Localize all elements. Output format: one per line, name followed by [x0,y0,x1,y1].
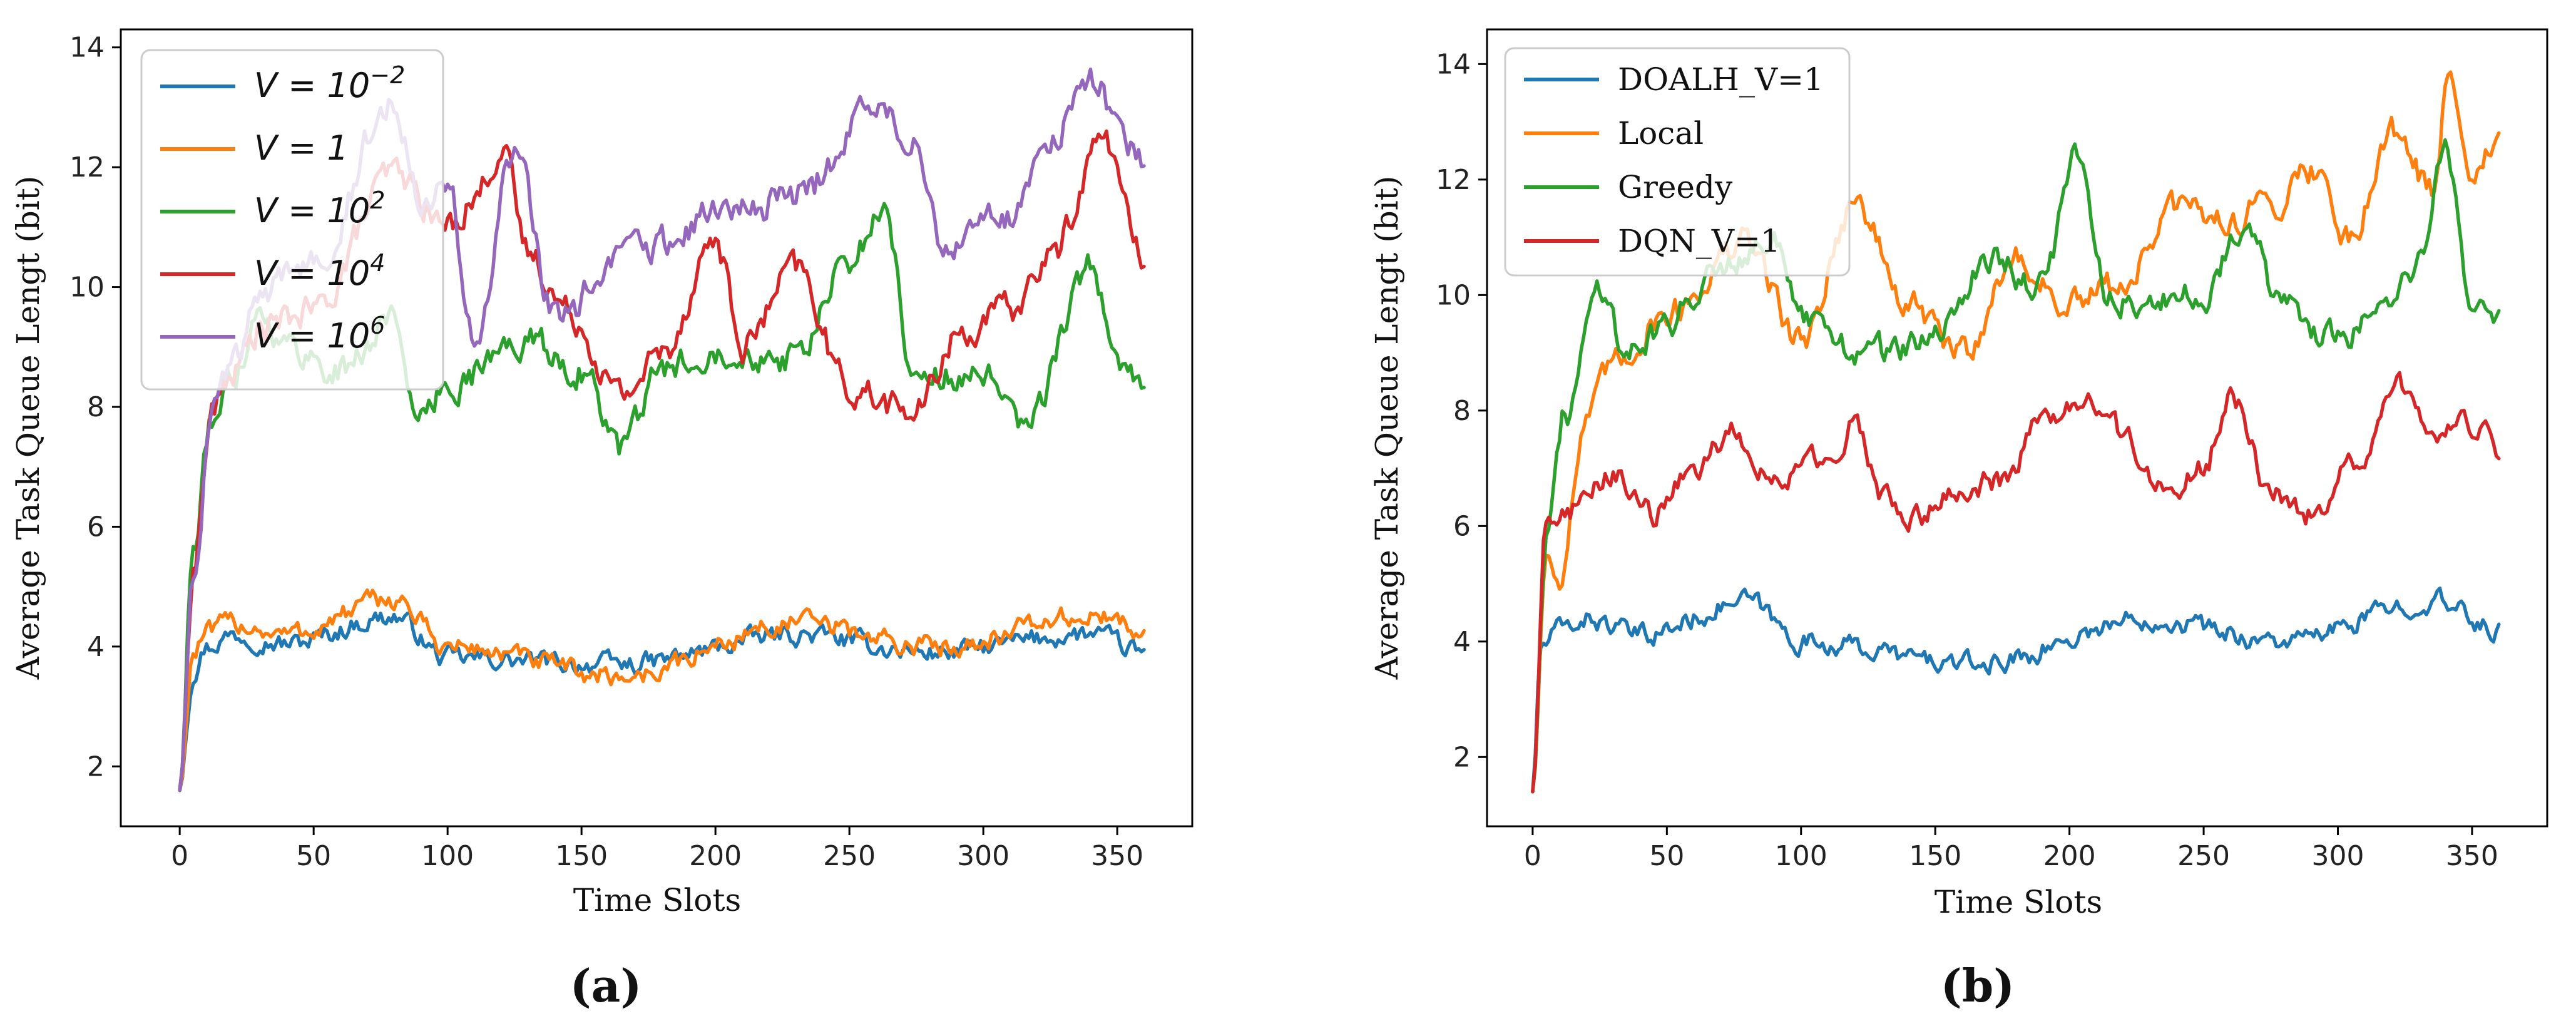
panel-a-y-axis-title: Average Task Queue Lengt (bit) [10,176,46,680]
panel-a-y-tick-label: 2 [87,751,105,782]
panel-b-x-tick-label: 200 [2043,840,2096,872]
panel-b-y-ticks: 2 4 6 8 10 12 14 [1436,48,1487,773]
panel-b-legend-box [1504,47,1851,277]
panel-a: 0 50 100 150 200 250 300 350 2 4 6 8 10 12 14 Time Sl… [10,28,1193,1012]
panel-b-x-tick-label: 150 [1909,840,1961,872]
panel-a-x-tick-label: 200 [689,840,742,872]
panel-b-y-tick-label: 2 [1453,741,1471,773]
panel-a-y-tick-label: 6 [87,511,105,543]
panel-b-legend-label: Greedy [1618,169,1733,205]
panel-b-series-line-1 [1531,70,2501,794]
panel-b-series-line-0 [1531,586,2501,794]
panel-b-y-axis-title: Average Task Queue Lengt (bit) [1369,176,1405,680]
panel-a-series-line-1 [178,588,1146,793]
panel-b-caption: (b) [1941,959,2015,1012]
panel-b-x-tick-label: 350 [2446,840,2498,872]
panel-b-axes-frame [1486,28,2548,828]
panel-a-legend-label: V = 1 [254,128,349,168]
panel-b-series [1531,70,2501,794]
panel-b-legend-label: DQN_V=1 [1618,223,1781,259]
panel-b-y-tick-label: 6 [1453,510,1471,542]
panel-b-legend: DOALH_V=1 Local Greedy DQN_V=1 [1504,47,1851,277]
panel-a-legend: V = 10−2 V = 1 V = 102 V = 104 V = 106 [140,49,444,391]
panel-a-x-tick-label: 50 [296,840,331,872]
panel-a-y-tick-label: 10 [69,272,105,304]
panel-b-series-line-2 [1531,138,2501,794]
panel-b-y-tick-label: 4 [1453,626,1471,658]
panel-b: 0 50 100 150 200 250 300 350 2 4 6 8 10 12 14 Time Sl… [1369,28,2548,1012]
panel-a-x-tick-label: 300 [957,840,1009,872]
panel-b-x-tick-label: 300 [2311,840,2364,872]
panel-b-y-tick-label: 8 [1453,395,1471,427]
panel-b-x-tick-label: 50 [1649,840,1684,872]
panel-a-x-tick-label: 350 [1091,840,1143,872]
panel-b-y-tick-label: 10 [1436,279,1471,311]
panel-a-y-tick-label: 8 [87,391,105,423]
panel-a-legend-box [140,49,444,391]
panel-a-y-ticks: 2 4 6 8 10 12 14 [69,32,121,782]
panel-b-x-ticks: 0 50 100 150 200 250 300 350 [1524,826,2498,872]
panel-a-legend-label: V = 106 [254,312,385,356]
panel-a-caption-letter: a [591,959,621,1012]
panel-a-y-tick-label: 4 [87,631,105,663]
panel-b-x-tick-label: 0 [1524,840,1541,872]
panel-b-x-tick-label: 250 [2177,840,2230,872]
panel-a-x-axis-title: Time Slots [573,882,741,918]
panel-a-x-tick-label: 250 [823,840,876,872]
panel-b-caption-letter: b [1962,959,1993,1012]
panel-a-caption: (a) [570,959,642,1012]
panel-a-legend-label: V = 10−2 [254,61,405,105]
panel-a-y-tick-label: 12 [69,151,105,183]
panel-a-x-tick-label: 0 [171,840,188,872]
panel-b-legend-label: Local [1618,115,1704,151]
panel-b-series-line-3 [1531,371,2501,794]
panel-b-y-tick-label: 12 [1436,164,1471,196]
panel-a-y-tick-label: 14 [69,32,105,64]
panel-b-x-tick-label: 100 [1775,840,1827,872]
panel-a-x-tick-label: 100 [421,840,474,872]
panel-a-legend-label: V = 104 [254,249,385,293]
panel-a-x-ticks: 0 50 100 150 200 250 300 350 [171,826,1143,872]
panel-a-series-line-0 [178,611,1146,793]
panel-a-x-tick-label: 150 [555,840,608,872]
panel-a-legend-label: V = 102 [254,187,385,230]
panel-b-x-axis-title: Time Slots [1935,884,2102,920]
panel-b-y-tick-label: 14 [1436,48,1471,80]
panel-b-legend-label: DOALH_V=1 [1618,61,1824,98]
panel-a-axes-frame [120,28,1193,828]
